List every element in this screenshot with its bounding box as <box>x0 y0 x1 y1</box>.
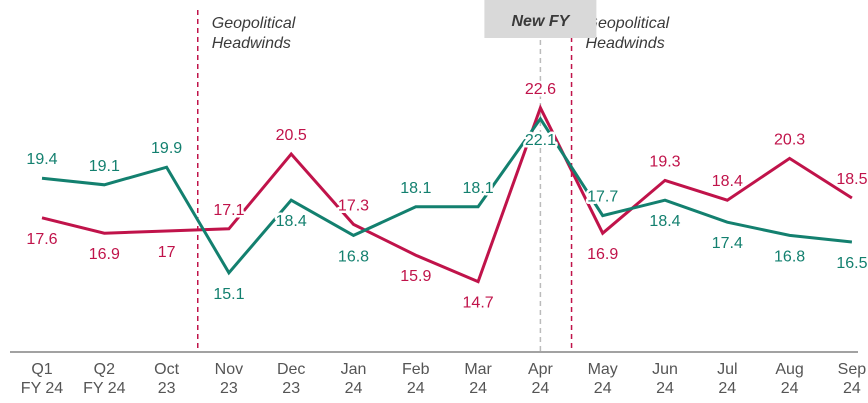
x-tick-label: 23 <box>220 380 238 397</box>
data-label: 19.1 <box>89 158 120 175</box>
data-label: 17 <box>158 244 176 261</box>
x-tick-label: 24 <box>532 380 550 397</box>
data-label: 18.4 <box>712 173 743 190</box>
data-label: 17.7 <box>587 189 618 206</box>
annotation-line: Geopolitical <box>586 15 670 32</box>
data-label: 19.4 <box>26 151 57 168</box>
data-label: 18.1 <box>463 180 494 197</box>
annotation-box <box>484 0 597 38</box>
data-label: 18.1 <box>400 180 431 197</box>
data-label: 17.3 <box>338 197 369 214</box>
x-tick-label: Jun <box>652 361 678 378</box>
data-label: 17.1 <box>213 202 244 219</box>
x-tick-label: 23 <box>282 380 300 397</box>
data-label: 16.8 <box>774 248 805 265</box>
data-label: 22.1 <box>525 132 556 149</box>
x-tick-label: Feb <box>402 361 430 378</box>
data-label: 19.3 <box>649 153 680 170</box>
x-tick-label: 24 <box>469 380 487 397</box>
annotation-line: Geopolitical <box>212 15 296 32</box>
x-tick-label: Oct <box>154 361 179 378</box>
data-label: 22.6 <box>525 81 556 98</box>
data-label: 18.5 <box>836 171 867 188</box>
x-tick-label: Nov <box>215 361 243 378</box>
x-tick-label: FY 24 <box>21 380 64 397</box>
data-label: 14.7 <box>463 295 494 312</box>
data-label: 18.4 <box>649 213 680 230</box>
data-label: 15.9 <box>400 268 431 285</box>
x-tick-label: Apr <box>528 361 554 378</box>
data-label: 19.9 <box>151 140 182 157</box>
annotation: Geopolitical Headwinds <box>586 15 670 52</box>
x-tick-label: 24 <box>345 380 363 397</box>
x-tick-label: Dec <box>277 361 305 378</box>
data-label: 20.3 <box>774 131 805 148</box>
x-tick-label: 24 <box>594 380 612 397</box>
x-tick-label: 23 <box>158 380 176 397</box>
series-line <box>41 116 853 276</box>
x-tick-label: FY 24 <box>83 380 126 397</box>
x-tick-label: Aug <box>775 361 803 378</box>
data-label: 17.4 <box>712 235 743 252</box>
data-label: 17.6 <box>26 231 57 248</box>
x-tick-label: Jan <box>341 361 367 378</box>
x-tick-label: 24 <box>781 380 799 397</box>
x-tick-label: Q2 <box>94 361 115 378</box>
x-tick-label: Jul <box>717 361 737 378</box>
x-tick-label: Sep <box>838 361 867 378</box>
data-label: 15.1 <box>213 286 244 303</box>
annotation: Geopolitical Headwinds <box>212 15 296 52</box>
data-label: 16.9 <box>89 246 120 263</box>
data-label: 16.5 <box>836 255 867 272</box>
x-tick-label: 24 <box>843 380 861 397</box>
annotation-line: Headwinds <box>586 35 665 52</box>
annotation: New FY <box>512 13 571 30</box>
x-tick-label: Mar <box>464 361 492 378</box>
x-tick-label: 24 <box>407 380 425 397</box>
data-label: 16.8 <box>338 248 369 265</box>
series-line <box>41 103 853 284</box>
x-tick-label: 24 <box>656 380 674 397</box>
x-tick-label: May <box>588 361 618 378</box>
x-tick-label: Q1 <box>31 361 52 378</box>
data-label: 18.4 <box>276 213 307 230</box>
data-label: 16.9 <box>587 246 618 263</box>
data-label: 20.5 <box>276 127 307 144</box>
annotation-line: Headwinds <box>212 35 291 52</box>
x-tick-label: 24 <box>718 380 736 397</box>
